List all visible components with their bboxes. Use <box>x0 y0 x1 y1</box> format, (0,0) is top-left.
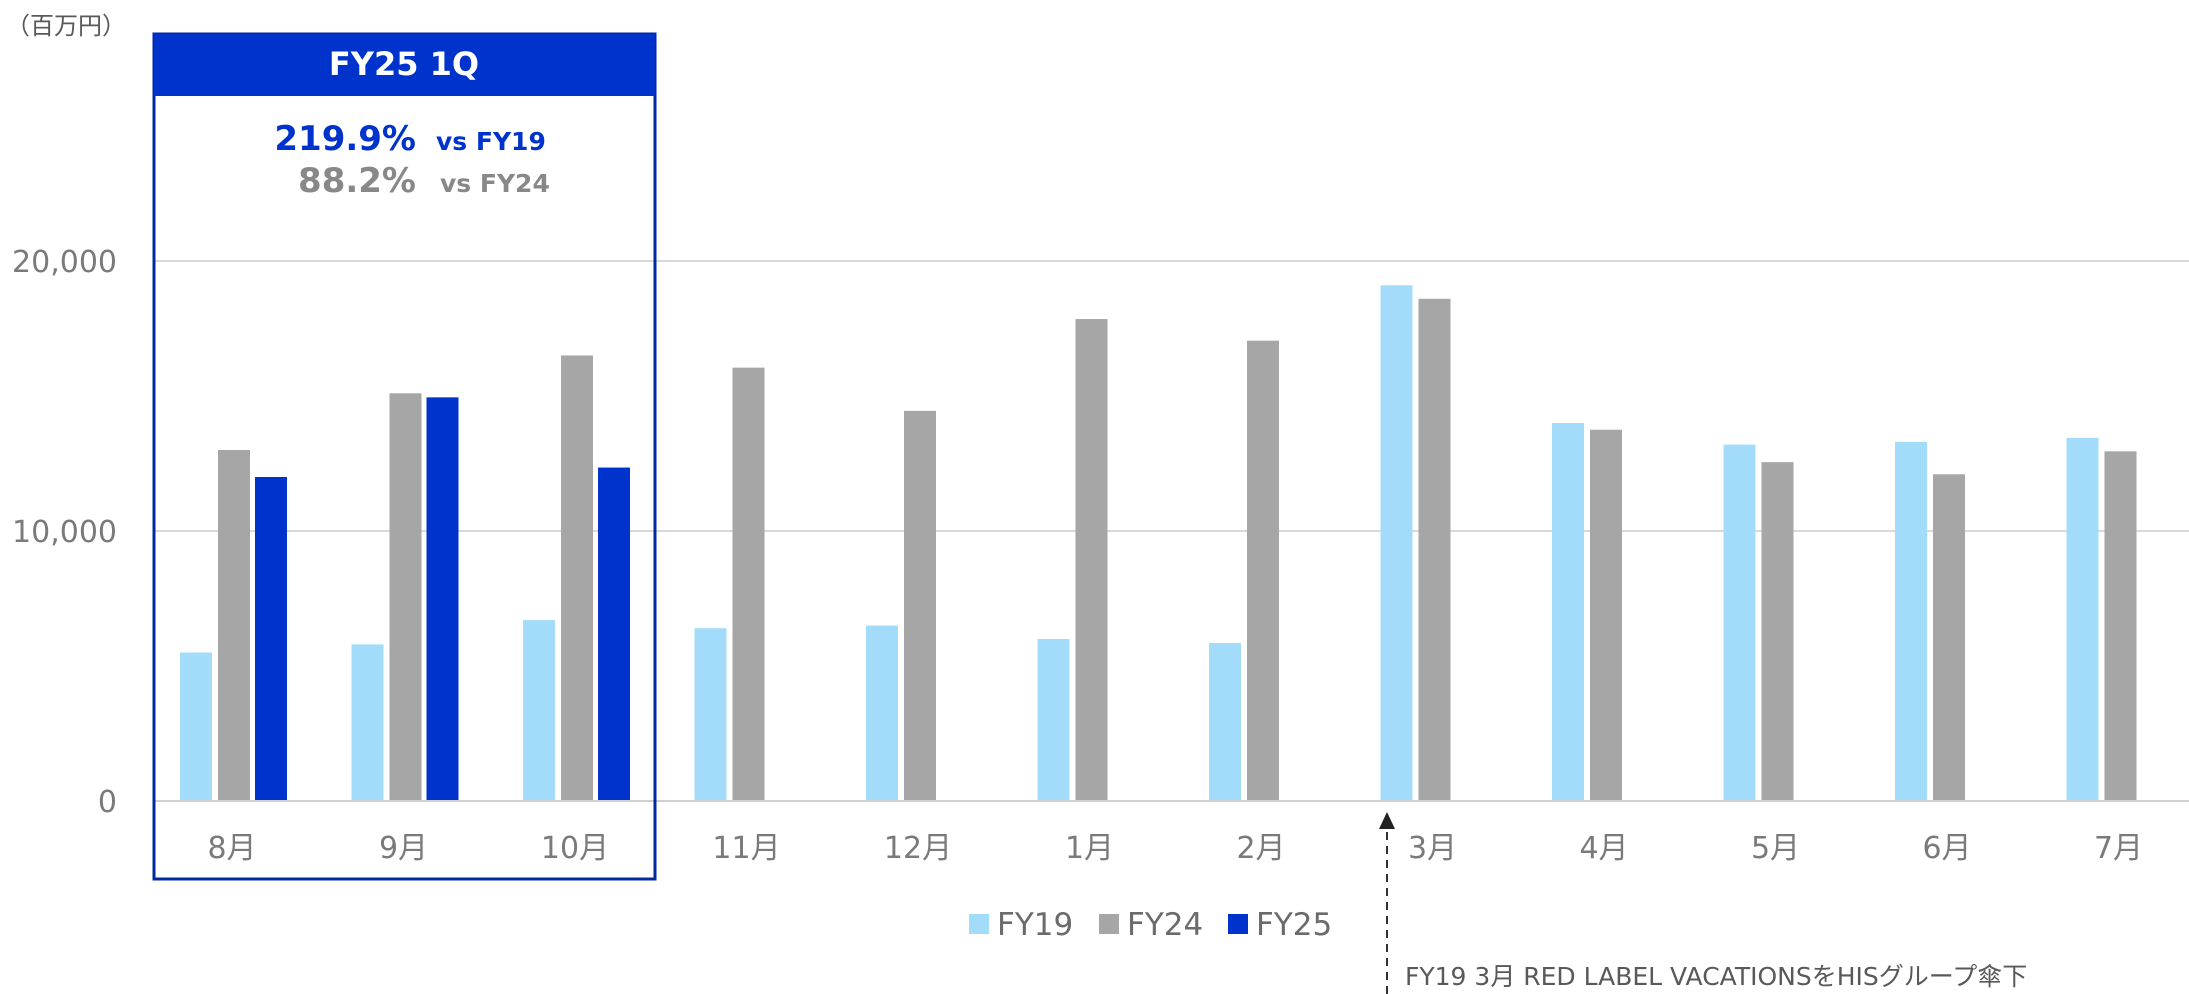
legend: FY19 FY24 FY25 <box>969 907 1332 943</box>
bar-fy19 <box>2066 437 2099 801</box>
legend-swatch-fy24 <box>1099 914 1119 934</box>
gridlines <box>154 260 2189 532</box>
bar-fy19 <box>866 625 898 801</box>
bar-fy19 <box>1209 643 1241 801</box>
bar-fy24 <box>1590 429 1622 801</box>
bar-fy19 <box>694 628 727 801</box>
x-category-label: 4月 <box>1579 831 1628 866</box>
highlight-vs-fy24-label: vs FY24 <box>440 169 550 198</box>
x-category-label: 2月 <box>1236 831 1285 866</box>
x-category-label: 11月 <box>712 831 780 866</box>
bar-fy19 <box>1380 285 1413 801</box>
x-category-label: 10月 <box>541 831 609 866</box>
vs-fy24-value: 88.2% <box>298 161 416 201</box>
highlight-vs-fy24: 88.2% <box>298 161 416 201</box>
x-category-label: 5月 <box>1751 831 1800 866</box>
bar-fy25 <box>598 467 630 801</box>
bars <box>180 285 2137 801</box>
bar-fy24 <box>218 450 250 801</box>
x-category-label: 9月 <box>379 831 428 866</box>
vs-fy19-value: 219.9% <box>274 119 416 159</box>
legend-label-fy25: FY25 <box>1256 907 1332 943</box>
y-tick-labels: 0 10,000 20,000 <box>12 245 117 820</box>
bar-fy19 <box>523 620 555 801</box>
x-category-label: 6月 <box>1922 831 1971 866</box>
x-category-label: 1月 <box>1065 831 1114 866</box>
bar-fy24 <box>389 393 422 801</box>
annotation-arrow-head <box>1379 812 1395 829</box>
bar-fy24 <box>1933 474 1965 801</box>
y-axis-unit-label: （百万円） <box>6 12 126 40</box>
bar-fy19 <box>1037 639 1070 801</box>
annotation: FY19 3月 RED LABEL VACATIONSをHISグループ傘下 <box>1379 812 2027 994</box>
bar-fy19 <box>1552 423 1584 801</box>
bar-fy24 <box>1075 319 1108 801</box>
highlight-title-bar <box>154 34 655 96</box>
highlight-vs-fy19-label: vs FY19 <box>436 127 546 156</box>
bar-fy19 <box>351 644 384 801</box>
bar-fy24 <box>561 355 593 801</box>
bar-fy24 <box>1418 298 1451 801</box>
legend-label-fy24: FY24 <box>1127 907 1203 943</box>
highlight-title: FY25 1Q <box>329 45 479 83</box>
bar-fy19 <box>1895 441 1927 801</box>
bar-fy19 <box>1723 444 1756 801</box>
fy25-1q-highlight-box: FY25 1Q 219.9% vs FY19 88.2% vs FY24 <box>152 32 657 881</box>
legend-label-fy19: FY19 <box>997 907 1073 943</box>
annotation-text: FY19 3月 RED LABEL VACATIONSをHISグループ傘下 <box>1405 962 2027 991</box>
bar-fy24 <box>1247 340 1279 801</box>
bar-fy19 <box>180 652 212 801</box>
y-tick-label: 20,000 <box>12 245 117 280</box>
category-labels: 8月 9月 10月 11月 12月 1月 2月 3月 4月 5月 6月 7月 <box>207 831 2143 866</box>
x-category-label: 8月 <box>207 831 256 866</box>
bar-fy25 <box>255 477 287 801</box>
highlight-vs-fy19: 219.9% <box>274 119 416 159</box>
bar-fy24 <box>1761 462 1794 801</box>
bar-fy24 <box>732 367 765 801</box>
legend-swatch-fy19 <box>969 914 989 934</box>
bar-fy24 <box>904 410 936 801</box>
y-tick-label: 0 <box>98 785 117 820</box>
bar-fy25 <box>426 397 459 801</box>
x-category-label: 7月 <box>2094 831 2143 866</box>
x-category-label: 3月 <box>1408 831 1457 866</box>
x-category-label: 12月 <box>884 831 952 866</box>
y-tick-label: 10,000 <box>12 515 117 550</box>
bar-fy24 <box>2104 451 2137 801</box>
legend-swatch-fy25 <box>1228 914 1248 934</box>
